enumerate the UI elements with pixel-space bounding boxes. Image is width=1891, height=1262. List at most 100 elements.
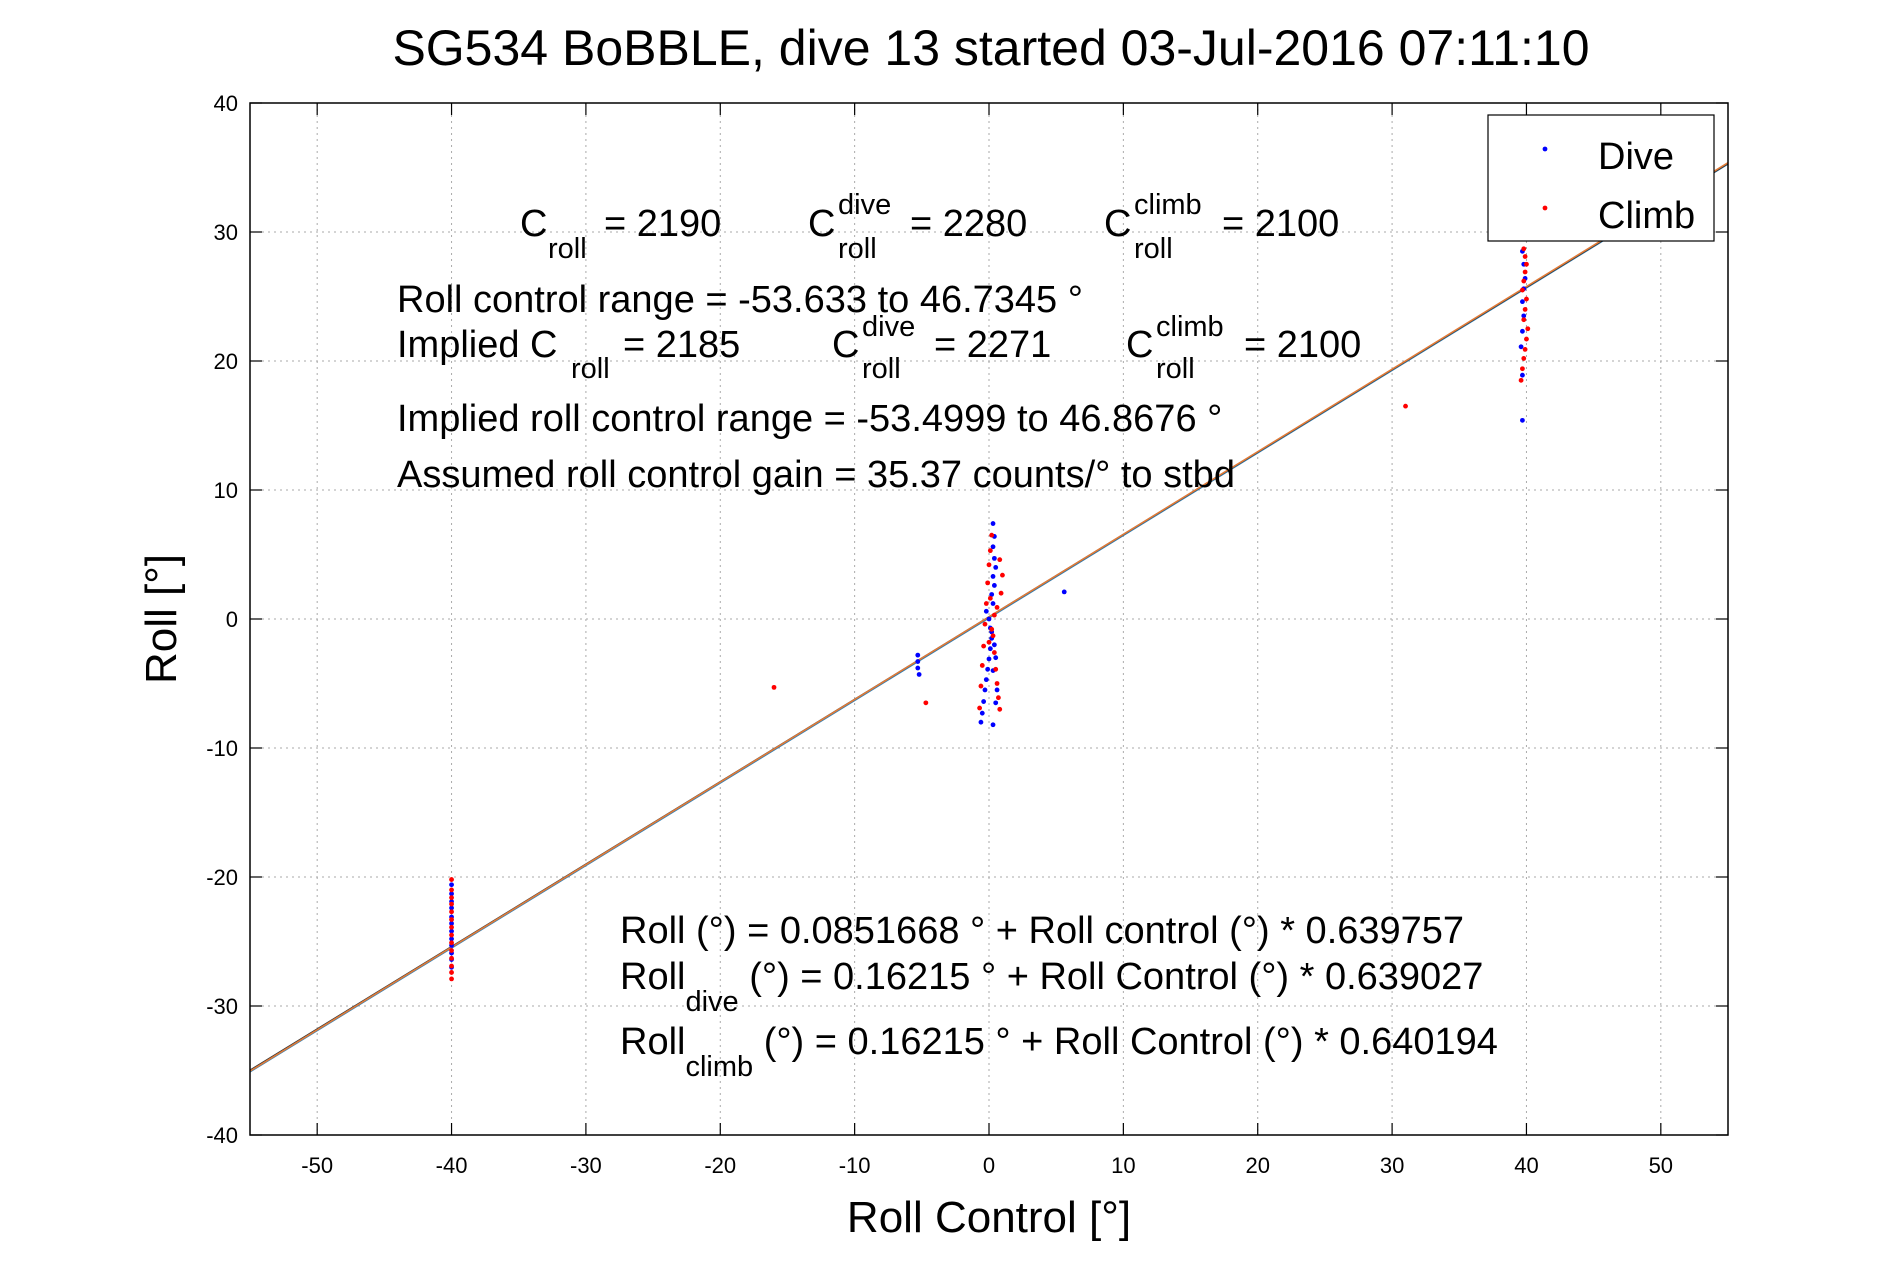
annotation-eq-climb: Rollclimb (°) = 0.16215 ° + Roll Control… xyxy=(620,1021,1498,1083)
x-tick-label: -50 xyxy=(301,1153,333,1178)
climb-point xyxy=(987,548,993,554)
climb-point xyxy=(1520,287,1525,293)
dive-point xyxy=(990,601,996,606)
annotation-c-climb: C climb roll = 2100 xyxy=(1104,189,1339,265)
dive-point xyxy=(990,722,996,728)
climb-point xyxy=(449,887,454,893)
climb-point xyxy=(1522,269,1528,275)
climb-point xyxy=(997,557,1003,563)
climb-point xyxy=(977,705,982,711)
climb-point xyxy=(1403,403,1408,409)
climb-point xyxy=(1524,296,1529,302)
climb-point xyxy=(990,633,996,639)
dive-point xyxy=(916,672,922,677)
annotation-implied-c-sub: roll xyxy=(571,353,610,385)
dive-point xyxy=(983,608,989,614)
x-tick-label: 30 xyxy=(1380,1153,1404,1178)
y-tick-label: 40 xyxy=(214,91,238,116)
climb-point xyxy=(994,681,1000,686)
dive-point xyxy=(1520,372,1525,378)
climb-point xyxy=(979,663,985,668)
x-tick-label: 0 xyxy=(983,1153,995,1178)
climb-point xyxy=(1520,366,1525,372)
dive-point xyxy=(993,565,999,570)
x-axis-label: Roll Control [°] xyxy=(847,1193,1131,1242)
annotation-eq-climb-rest: (°) = 0.16215 ° + Roll Control (°) * 0.6… xyxy=(753,1021,1498,1063)
climb-point xyxy=(449,955,454,961)
legend-climb-label: Climb xyxy=(1598,195,1695,237)
annotation-c-roll: C roll = 2190 xyxy=(520,203,721,265)
annotation-eq-dive-prefix: Roll xyxy=(620,956,685,998)
climb-point xyxy=(1521,317,1527,323)
legend-box xyxy=(1487,114,1715,242)
annotation-implied-c-climb: C climb roll = 2100 xyxy=(1126,311,1361,385)
dive-point xyxy=(986,656,992,662)
y-axis-label: Roll [°] xyxy=(137,554,186,684)
dive-point xyxy=(993,700,999,706)
legend: Dive Climb xyxy=(1487,114,1715,242)
dive-point xyxy=(990,574,996,579)
dive-point xyxy=(449,891,454,897)
x-tick-label: 20 xyxy=(1245,1153,1269,1178)
annotation-implied-c-prefix: Implied C xyxy=(397,324,558,366)
climb-point xyxy=(989,626,995,632)
annotation-c-dive-sup: dive xyxy=(838,189,891,221)
climb-points xyxy=(449,246,1531,982)
climb-point xyxy=(982,621,988,627)
climb-point xyxy=(449,932,454,938)
x-tick-label: 40 xyxy=(1514,1153,1538,1178)
dive-point xyxy=(991,555,997,561)
legend-dive-marker xyxy=(1542,146,1548,152)
dive-point xyxy=(1061,589,1067,595)
dive-point xyxy=(449,936,454,942)
climb-point xyxy=(449,909,454,915)
grid-lines xyxy=(250,103,1728,1135)
chart-title: SG534 BoBBLE, dive 13 started 03-Jul-201… xyxy=(392,20,1589,76)
climb-point xyxy=(1521,278,1527,284)
annotation-c-climb-value: = 2100 xyxy=(1222,203,1339,245)
annotation-eq-climb-sub: climb xyxy=(685,1051,753,1083)
annotation-implied-climb-main: C xyxy=(1126,324,1153,366)
climb-point xyxy=(989,532,995,538)
climb-point xyxy=(998,590,1004,596)
climb-point xyxy=(449,976,454,982)
climb-point xyxy=(449,917,454,922)
annotation-c-dive-sub: roll xyxy=(838,233,877,265)
annotation-implied-c-roll: Implied C roll = 2185 xyxy=(397,324,740,385)
dive-point xyxy=(991,642,997,648)
annotation-eq-dive-sub: dive xyxy=(685,986,738,1018)
annotation-implied-c-value: = 2185 xyxy=(623,324,740,366)
climb-point xyxy=(986,639,992,645)
annotation-implied-dive-sup: dive xyxy=(862,311,915,343)
dive-point xyxy=(982,687,988,693)
climb-point xyxy=(1522,346,1528,352)
dive-point xyxy=(1520,328,1525,334)
climb-point xyxy=(449,924,454,930)
x-tick-label: 50 xyxy=(1649,1153,1673,1178)
climb-point xyxy=(987,595,993,601)
dive-point xyxy=(983,677,989,683)
y-tick-label: -10 xyxy=(206,736,238,761)
climb-point xyxy=(1521,356,1527,361)
y-tick-label: -40 xyxy=(206,1123,238,1148)
climb-point xyxy=(993,666,999,672)
dive-point xyxy=(978,719,984,725)
climb-point xyxy=(994,604,1000,610)
x-tick-label: -10 xyxy=(839,1153,871,1178)
climb-point xyxy=(996,695,1001,701)
annotation-implied-climb-sub: roll xyxy=(1156,353,1195,385)
climb-point xyxy=(1521,246,1527,252)
climb-point xyxy=(978,683,984,689)
annotation-c-climb-sup: climb xyxy=(1134,189,1202,221)
annotation-c-dive: C dive roll = 2280 xyxy=(808,189,1027,265)
climb-point xyxy=(1524,336,1529,342)
annotation-eq-all: Roll (°) = 0.0851668 ° + Roll control (°… xyxy=(620,910,1464,952)
dive-point xyxy=(449,905,454,911)
annotation-implied-dive-main: C xyxy=(832,324,859,366)
annotation-eq-dive: Rolldive (°) = 0.16215 ° + Roll Control … xyxy=(620,956,1483,1018)
annotation-gain: Assumed roll control gain = 35.37 counts… xyxy=(397,454,1235,496)
annotation-roll-range: Roll control range = -53.633 to 46.7345 … xyxy=(397,279,1083,321)
dive-point xyxy=(990,521,996,526)
annotation-implied-c-dive: C dive roll = 2271 xyxy=(832,311,1051,385)
